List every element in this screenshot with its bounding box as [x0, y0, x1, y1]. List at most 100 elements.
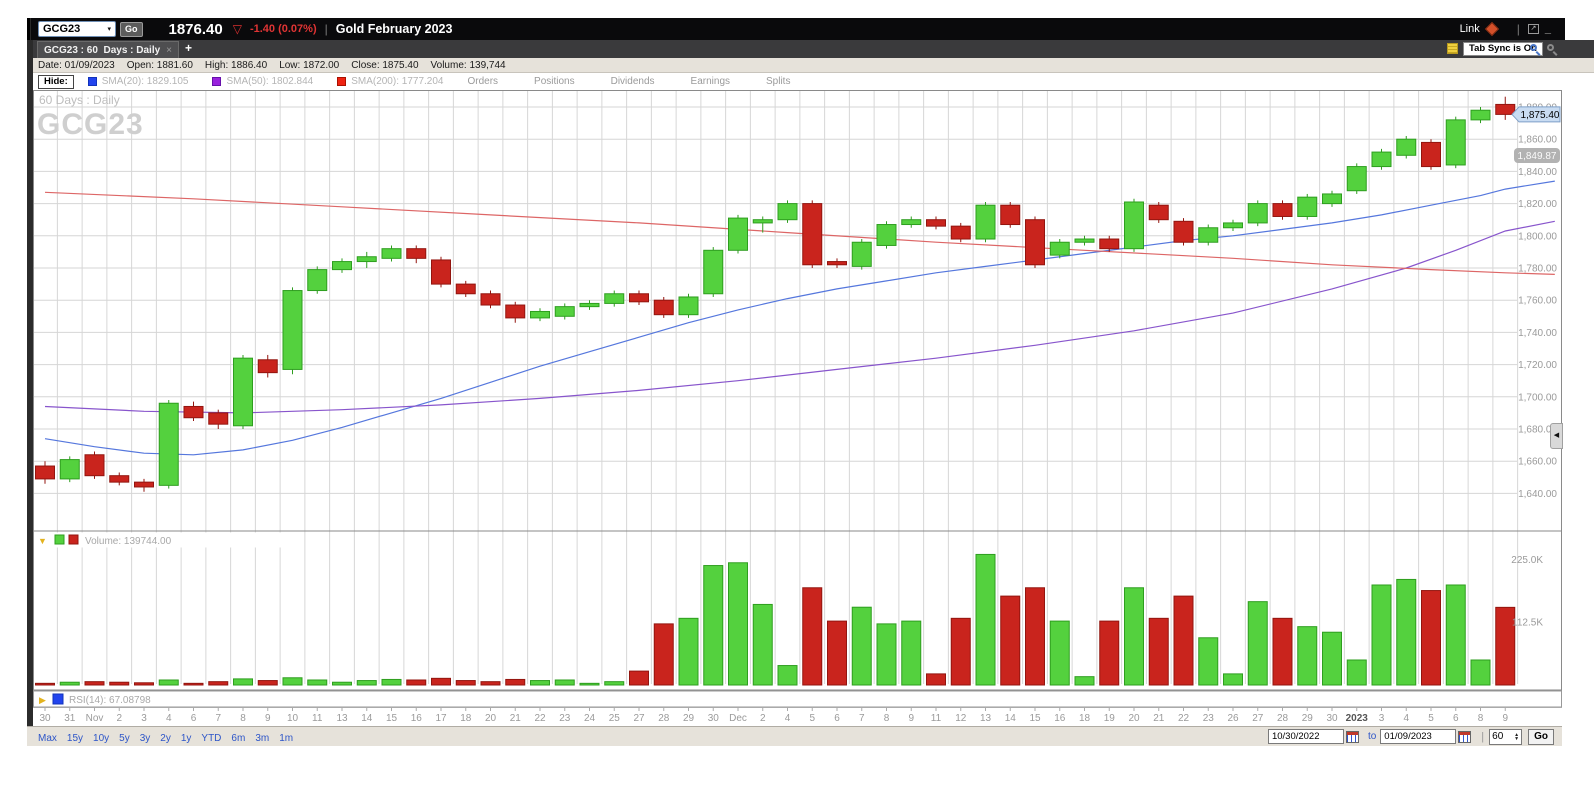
popout-window-icon[interactable]: ↗	[1527, 24, 1539, 34]
range-link-2y[interactable]: 2y	[160, 732, 171, 744]
volume-bar	[1272, 617, 1293, 686]
price-down-triangle-icon: ▽	[232, 22, 242, 36]
range-link-15y[interactable]: 15y	[66, 732, 84, 744]
date-axis-label: 8	[240, 713, 246, 724]
volume-bar	[84, 681, 105, 686]
candle-body	[307, 269, 328, 292]
date-axis-label: 9	[1502, 713, 1508, 724]
dividends-link[interactable]: Dividends	[610, 76, 655, 87]
candle-body	[183, 405, 204, 419]
candle-body	[480, 293, 501, 306]
positions-link[interactable]: Positions	[534, 76, 575, 87]
candle-body	[406, 248, 427, 259]
sidebar-collapse-handle[interactable]: ◀	[1550, 423, 1563, 449]
calendar-icon-2[interactable]	[1458, 730, 1472, 743]
candle-body	[158, 402, 179, 486]
volume-bar	[604, 681, 625, 686]
bar-count-stepper[interactable]: ▲ ▼	[1489, 728, 1523, 745]
stepper-down-icon[interactable]: ▼	[1514, 735, 1520, 742]
chart-subtitle: 60 Days : Daily	[39, 93, 120, 107]
to-label: to	[1367, 731, 1377, 742]
orders-link[interactable]: Orders	[467, 76, 499, 87]
date-axis-label: Nov	[86, 713, 104, 724]
date-axis-label: 29	[683, 713, 695, 724]
symbol-combobox[interactable]: GCG23 ▾	[38, 21, 116, 37]
date-axis-label: 21	[510, 713, 522, 724]
sma50-legend[interactable]: SMA(50): 1802.844	[212, 76, 313, 87]
sma200-legend[interactable]: SMA(200): 1777.204	[337, 76, 443, 87]
date-axis-label: 5	[809, 713, 815, 724]
from-date-field[interactable]	[1267, 729, 1344, 744]
new-tab-button[interactable]: +	[185, 41, 193, 55]
candle-body	[901, 219, 922, 226]
date-axis-label: 9	[908, 713, 914, 724]
stepper-up-icon[interactable]: ▲	[1514, 731, 1520, 738]
range-toolbar: Max 15y 10y 5y 3y 2y 1y YTD 6m 3m 1m to | ▲ ▼ Go	[27, 726, 1562, 746]
toolbar-grip[interactable]	[27, 18, 31, 40]
hide-button[interactable]: Hide:	[38, 74, 74, 89]
info-field-volume: Volume: 139,744	[430, 59, 506, 71]
date-axis-label: 27	[1252, 713, 1264, 724]
volume-bar	[1173, 595, 1194, 686]
earnings-link[interactable]: Earnings	[690, 76, 730, 87]
range-link-1m[interactable]: 1m	[279, 732, 294, 744]
volume-bars	[35, 553, 1516, 686]
date-axis-label: 31	[64, 713, 76, 724]
chart-tab-bar: GCG23 : 60 Days : Daily × + Tab Sync is …	[27, 40, 1594, 58]
candle-body	[1371, 151, 1392, 168]
date-axis-label: 18	[460, 713, 472, 724]
chart-watermark: GCG23	[37, 108, 144, 141]
volume-bar	[653, 623, 674, 686]
range-link-1y[interactable]: 1y	[180, 732, 192, 744]
sma-line-sma200	[44, 191, 1555, 275]
volume-bar	[1322, 631, 1342, 686]
date-axis-label: 7	[215, 713, 221, 724]
link-label: Link	[1459, 23, 1480, 35]
range-link-10y[interactable]: 10y	[93, 732, 110, 744]
price-chart: 60 Days : DailyGCG231,880.001,860.001,84…	[33, 90, 1562, 724]
zoom-in-icon[interactable]	[1530, 44, 1537, 51]
tab-sync-status[interactable]: Tab Sync is On	[1463, 42, 1543, 56]
candle-body	[1198, 227, 1219, 243]
candle-body	[134, 481, 154, 488]
candle-body	[1396, 138, 1417, 156]
date-axis-label: 4	[166, 713, 172, 724]
range-link-3y[interactable]: 3y	[139, 732, 151, 744]
chevron-down-icon[interactable]: ▾	[107, 26, 111, 33]
range-link-max[interactable]: Max	[38, 732, 57, 744]
candle-body	[1124, 201, 1144, 250]
volume-bar	[332, 681, 352, 686]
range-link-ytd[interactable]: YTD	[201, 732, 222, 744]
rsi-row[interactable]: ▶ RSI(14): 67.08798	[33, 690, 1562, 708]
to-date-field[interactable]	[1380, 729, 1457, 744]
bar-count-field[interactable]	[1492, 731, 1515, 742]
range-link-3m[interactable]: 3m	[255, 732, 270, 744]
range-link-5y[interactable]: 5y	[119, 732, 130, 744]
volume-legend[interactable]: ▼ Volume: 139744.00	[34, 532, 294, 548]
date-axis-label: 30	[708, 713, 720, 724]
svg-text:1,820.00: 1,820.00	[1518, 199, 1557, 210]
symbol-go-button[interactable]: Go	[120, 21, 143, 37]
volume-bar	[134, 682, 154, 686]
candle-body	[332, 261, 352, 271]
tab-gcg23-daily[interactable]: GCG23 : 60 Days : Daily ×	[37, 41, 180, 58]
zoom-out-icon[interactable]	[1547, 44, 1554, 51]
sma20-legend[interactable]: SMA(20): 1829.105	[87, 76, 188, 87]
last-price: 1876.40	[168, 20, 223, 38]
link-diamond-icon[interactable]	[1484, 21, 1499, 37]
date-axis-label: 14	[361, 713, 373, 724]
range-link-6m[interactable]: 6m	[231, 732, 246, 744]
calendar-icon[interactable]	[1345, 730, 1359, 743]
notes-icon[interactable]	[1447, 43, 1458, 54]
volume-bar	[109, 681, 130, 686]
minimize-icon[interactable]: _	[1544, 23, 1551, 35]
candle-body	[950, 225, 971, 240]
contract-description: Gold February 2023	[335, 22, 453, 36]
stepper-arrows[interactable]: ▲ ▼	[1514, 731, 1520, 742]
volume-bar	[950, 617, 971, 686]
range-go-button[interactable]: Go	[1528, 728, 1554, 745]
tab-close-icon[interactable]: ×	[166, 44, 173, 56]
splits-link[interactable]: Splits	[766, 76, 791, 87]
svg-text:1,780.00: 1,780.00	[1518, 264, 1557, 275]
date-axis-label: 30	[1326, 713, 1338, 724]
